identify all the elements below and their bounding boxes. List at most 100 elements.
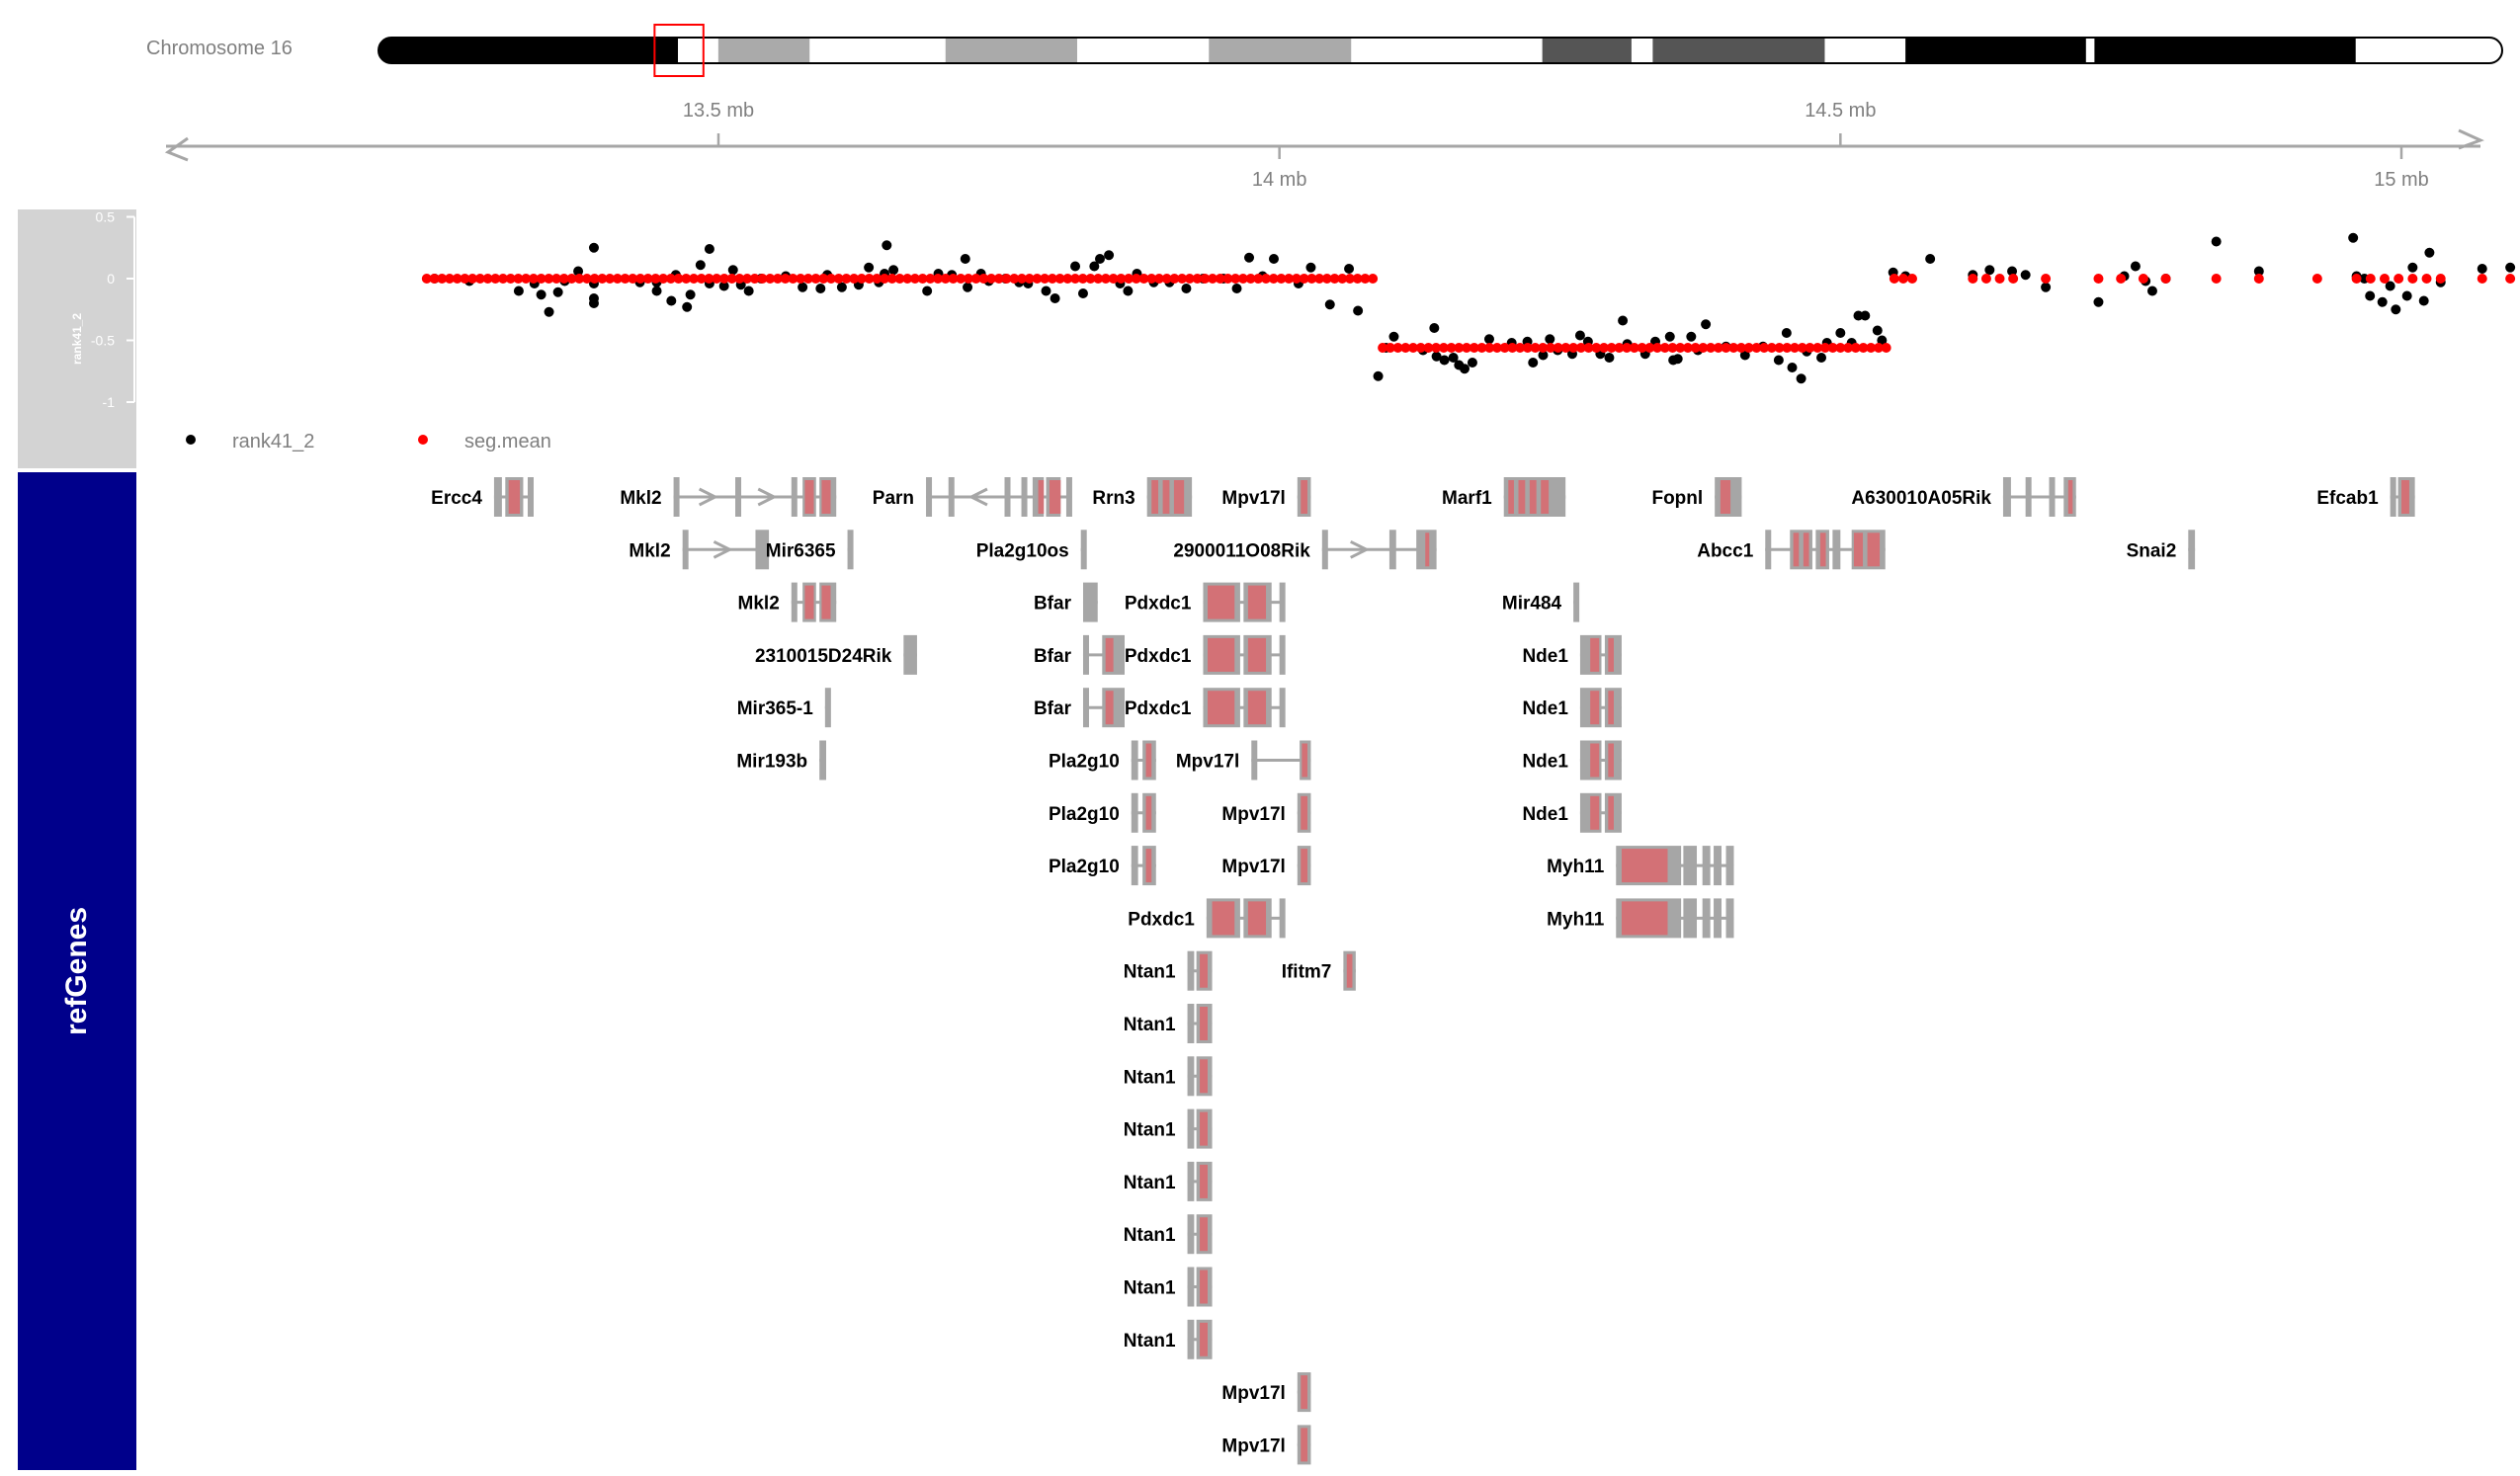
data-point-seg-mean bbox=[880, 274, 890, 284]
data-point-rank41-2 bbox=[536, 289, 546, 300]
axis-tick-label: 14.5 mb bbox=[1805, 100, 1876, 122]
data-point-seg-mean bbox=[673, 274, 684, 284]
gene-model: Mkl2 bbox=[738, 582, 837, 622]
gene-exon bbox=[791, 582, 798, 622]
data-point-rank41-2 bbox=[882, 240, 892, 251]
data-point-rank41-2 bbox=[1181, 284, 1192, 293]
gene-label: Ntan1 bbox=[1124, 1173, 1176, 1193]
data-point-seg-mean bbox=[1819, 343, 1830, 353]
data-point-seg-mean bbox=[772, 274, 783, 284]
data-point-rank41-2 bbox=[1467, 358, 1477, 368]
gene-label: 2900011O08Rik bbox=[1173, 540, 1310, 561]
gene-model: Pla2g10os bbox=[976, 530, 1087, 570]
data-point-seg-mean bbox=[1812, 343, 1823, 353]
chromosome-band bbox=[1824, 38, 1906, 63]
gene-label: Bfar bbox=[1034, 594, 1072, 615]
data-point-seg-mean bbox=[1200, 274, 1211, 284]
data-point-seg-mean bbox=[1085, 274, 1096, 284]
data-point-seg-mean bbox=[1378, 343, 1388, 353]
gene-cds bbox=[1346, 953, 1353, 988]
gene-model: Ntan1 bbox=[1124, 1056, 1213, 1097]
data-point-seg-mean bbox=[521, 274, 532, 284]
y-axis-tick-label: 0 bbox=[107, 271, 115, 287]
data-point-seg-mean bbox=[1253, 274, 1264, 284]
data-point-seg-mean bbox=[917, 274, 928, 284]
data-point-seg-mean bbox=[1062, 274, 1073, 284]
data-point-seg-mean bbox=[513, 274, 524, 284]
data-point-rank41-2 bbox=[1324, 299, 1335, 310]
data-point-seg-mean bbox=[482, 274, 493, 284]
data-point-rank41-2 bbox=[552, 287, 563, 297]
data-point-seg-mean bbox=[605, 274, 616, 284]
gene-label: Pdxdc1 bbox=[1125, 594, 1192, 615]
data-point-rank41-2 bbox=[727, 265, 738, 276]
data-point-rank41-2 bbox=[1618, 315, 1629, 326]
data-point-rank41-2 bbox=[2348, 232, 2359, 243]
gene-label: Efcab1 bbox=[2316, 488, 2379, 509]
gene-exon bbox=[1725, 846, 1734, 886]
data-point-rank41-2 bbox=[1483, 334, 1494, 345]
data-point-rank41-2 bbox=[1070, 261, 1081, 272]
data-point-seg-mean bbox=[1230, 274, 1241, 284]
data-point-seg-mean bbox=[956, 274, 966, 284]
data-point-seg-mean bbox=[2093, 274, 2104, 284]
data-point-seg-mean bbox=[1070, 274, 1081, 284]
data-point-rank41-2 bbox=[1872, 325, 1883, 336]
data-point-seg-mean bbox=[1606, 343, 1617, 353]
gene-exon bbox=[2188, 530, 2196, 570]
data-point-rank41-2 bbox=[1604, 353, 1615, 363]
gene-cds bbox=[1151, 480, 1159, 514]
ideogram-bands bbox=[378, 38, 2502, 63]
data-point-seg-mean bbox=[642, 274, 653, 284]
data-point-seg-mean bbox=[1599, 343, 1610, 353]
axis-tick-label: 14 mb bbox=[1252, 169, 1307, 191]
data-track: 0.5 0 -0.5 -1 bbox=[91, 209, 2516, 410]
chromosome-band bbox=[378, 38, 679, 63]
data-point-rank41-2 bbox=[1353, 305, 1364, 316]
chromosome-band bbox=[2085, 38, 2095, 63]
data-point-rank41-2 bbox=[2385, 281, 2395, 291]
gene-cds bbox=[1200, 1164, 1209, 1198]
gene-label: Fopnl bbox=[1651, 488, 1703, 509]
data-point-rank41-2 bbox=[1089, 261, 1100, 272]
gene-exon bbox=[1725, 898, 1734, 939]
axis-tick-label: 15 mb bbox=[2374, 169, 2429, 191]
chromosome-band bbox=[678, 38, 719, 63]
data-point-seg-mean bbox=[528, 274, 539, 284]
data-point-seg-mean bbox=[1560, 343, 1571, 353]
data-point-seg-mean bbox=[788, 274, 798, 284]
data-point-seg-mean bbox=[650, 274, 661, 284]
gene-model: Marf1 bbox=[1442, 477, 1566, 517]
data-point-seg-mean bbox=[429, 274, 440, 284]
data-point-seg-mean bbox=[1268, 274, 1279, 284]
axis-right-arrow bbox=[2458, 128, 2484, 150]
data-point-seg-mean bbox=[1192, 274, 1203, 284]
data-point-seg-mean bbox=[1873, 343, 1884, 353]
gene-model: Mpv17l bbox=[1221, 1372, 1311, 1413]
data-point-seg-mean bbox=[498, 274, 509, 284]
data-point-seg-mean bbox=[444, 274, 455, 284]
gene-cds bbox=[1518, 480, 1526, 514]
gene-model: Pla2g10 bbox=[1049, 792, 1156, 833]
data-point-seg-mean bbox=[1507, 343, 1518, 353]
data-point-rank41-2 bbox=[1739, 350, 1750, 361]
data-point-seg-mean bbox=[1906, 274, 1917, 284]
gene-label: Pla2g10os bbox=[976, 540, 1069, 561]
data-point-rank41-2 bbox=[2093, 296, 2104, 307]
data-point-seg-mean bbox=[1675, 343, 1686, 353]
data-point-seg-mean bbox=[1024, 274, 1035, 284]
gene-model: Pdxdc1 bbox=[1125, 688, 1286, 728]
data-point-rank41-2 bbox=[685, 289, 696, 300]
gene-cds bbox=[1247, 637, 1267, 672]
data-point-seg-mean bbox=[1637, 343, 1647, 353]
data-point-seg-mean bbox=[1866, 343, 1877, 353]
gene-cds bbox=[1608, 637, 1614, 672]
data-point-rank41-2 bbox=[1305, 262, 1316, 273]
data-point-seg-mean bbox=[1858, 343, 1869, 353]
data-point-rank41-2 bbox=[1672, 354, 1683, 365]
data-point-rank41-2 bbox=[2020, 270, 2031, 281]
gene-cds bbox=[1590, 637, 1600, 672]
gene-label: Nde1 bbox=[1522, 804, 1568, 825]
chromosome-label: Chromosome 16 bbox=[146, 38, 293, 59]
gene-cds bbox=[1793, 533, 1800, 567]
